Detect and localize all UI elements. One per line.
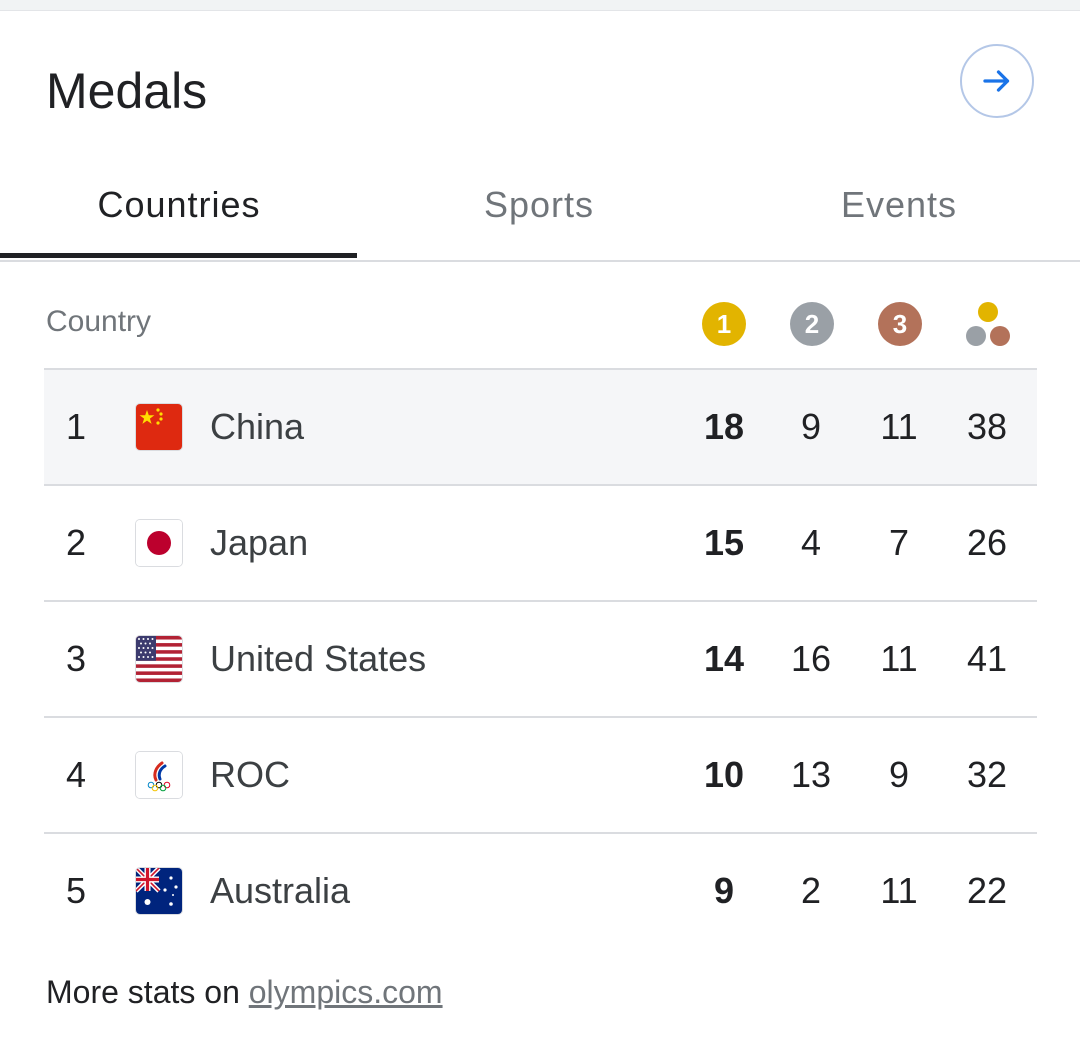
gold-count: 9 — [713, 870, 735, 911]
open-medals-button[interactable] — [960, 44, 1034, 118]
arrow-right-icon — [983, 70, 1010, 92]
total-count: 32 — [966, 754, 1008, 795]
silver-count: 2 — [800, 870, 822, 911]
silver-count: 4 — [800, 522, 822, 563]
tab-events[interactable]: Events — [840, 184, 958, 225]
china-flag-icon — [136, 404, 182, 450]
roc-flag-icon — [136, 752, 182, 798]
gold-count: 18 — [703, 406, 745, 447]
table-row[interactable]: 2 Japan 15 4 7 26 — [44, 486, 1037, 602]
bronze-count: 11 — [880, 870, 918, 911]
rank: 1 — [66, 406, 87, 447]
medal-table: 1 China 18 9 11 38 2 Japan 15 4 7 — [44, 368, 1037, 948]
australia-flag-icon — [136, 868, 182, 914]
table-row[interactable]: 3 United States — [44, 602, 1037, 718]
country-name: United States — [210, 638, 427, 679]
bronze-count: 7 — [888, 522, 910, 563]
table-row[interactable]: 1 China 18 9 11 38 — [44, 370, 1037, 486]
total-count: 38 — [966, 406, 1008, 447]
country-name: Australia — [210, 870, 351, 911]
bronze-count: 11 — [880, 638, 918, 679]
page-title: Medals — [46, 63, 208, 119]
silver-medal-icon: 2 — [790, 302, 834, 346]
active-tab-indicator — [0, 253, 357, 258]
rank: 5 — [66, 870, 87, 911]
bronze-count: 11 — [880, 406, 918, 447]
bronze-medal-icon: 3 — [878, 302, 922, 346]
japan-flag-icon — [136, 520, 182, 566]
tab-bar: Countries Sports Events — [0, 150, 1080, 262]
tab-sports[interactable]: Sports — [483, 184, 595, 225]
tab-countries[interactable]: Countries — [97, 184, 261, 225]
gold-count: 14 — [703, 638, 745, 679]
top-band — [0, 0, 1080, 11]
country-column-header: Country — [46, 305, 152, 338]
rank: 3 — [66, 638, 87, 679]
footer-prefix: More stats on — [46, 974, 249, 1010]
table-row[interactable]: 4 ROC 10 13 9 32 — [44, 718, 1037, 834]
rank: 2 — [66, 522, 87, 563]
usa-flag-icon — [136, 636, 182, 682]
country-name: Japan — [210, 522, 309, 563]
total-count: 22 — [966, 870, 1008, 911]
silver-count: 16 — [790, 638, 832, 679]
country-name: China — [210, 406, 305, 447]
gold-medal-icon: 1 — [702, 302, 746, 346]
silver-count: 13 — [790, 754, 832, 795]
gold-count: 15 — [703, 522, 745, 563]
total-count: 41 — [966, 638, 1008, 679]
country-name: ROC — [210, 754, 290, 795]
footer-stats: More stats on olympics.com — [46, 970, 443, 1014]
silver-count: 9 — [800, 406, 822, 447]
medals-total-icon — [964, 300, 1012, 348]
bronze-count: 9 — [888, 754, 910, 795]
total-count: 26 — [966, 522, 1008, 563]
table-row[interactable]: 5 Australia 9 2 11 22 — [44, 834, 1037, 948]
gold-count: 10 — [703, 754, 745, 795]
rank: 4 — [66, 754, 87, 795]
olympics-link[interactable]: olympics.com — [248, 974, 443, 1010]
